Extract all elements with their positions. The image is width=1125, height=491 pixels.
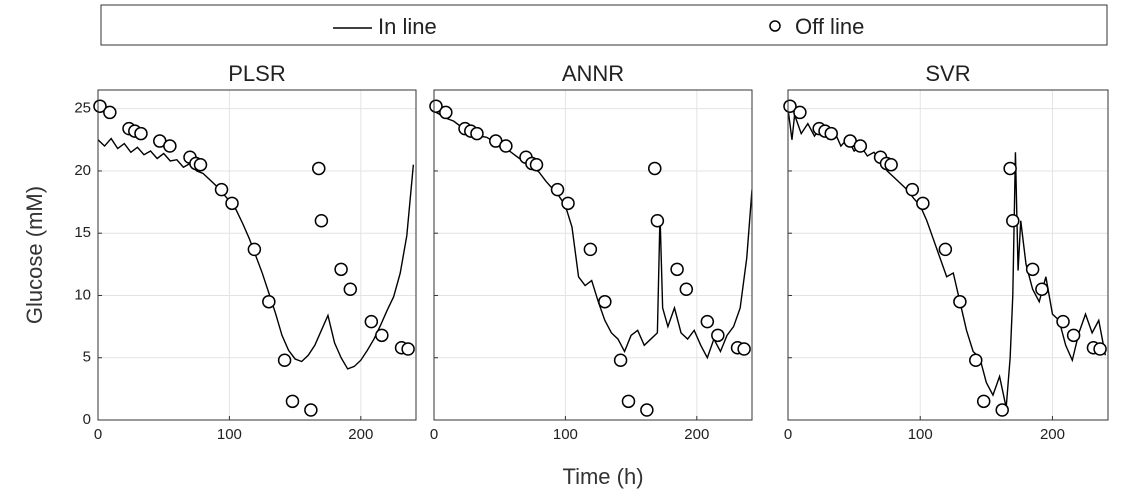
offline-point xyxy=(277,353,292,367)
plot-frame xyxy=(787,89,1109,421)
offline-point xyxy=(1025,262,1040,277)
x-tick-label: 0 xyxy=(784,426,792,443)
y-tick-label: 5 xyxy=(83,349,91,366)
offline-point xyxy=(650,214,665,228)
offline-point xyxy=(783,99,797,113)
x-axis-label: Time (h) xyxy=(562,464,643,489)
offline-point xyxy=(93,99,107,113)
offline-point xyxy=(364,314,379,329)
offline-point xyxy=(613,353,628,367)
offline-point xyxy=(711,328,725,343)
offline-point xyxy=(916,196,930,211)
offline-point xyxy=(214,182,229,197)
y-tick-label: 20 xyxy=(74,162,91,179)
x-tick-label: 200 xyxy=(684,426,709,443)
offline-point xyxy=(853,139,868,153)
offline-point xyxy=(470,126,484,141)
offline-point xyxy=(401,342,415,356)
legend-label: Off line xyxy=(795,14,864,39)
offline-point xyxy=(1056,314,1070,329)
offline-point xyxy=(1093,342,1107,356)
offline-point xyxy=(163,139,177,153)
offline-point xyxy=(334,262,348,277)
offline-point xyxy=(225,196,239,211)
plot-frame xyxy=(433,89,753,421)
subplot-title: PLSR xyxy=(228,61,285,86)
legend-box xyxy=(100,4,1108,46)
offline-point xyxy=(884,157,898,172)
offline-point xyxy=(285,394,300,409)
offline-point xyxy=(1035,282,1049,296)
offline-point xyxy=(103,105,117,120)
y-tick-label: 10 xyxy=(74,286,91,303)
y-axis-label: Glucose (mM) xyxy=(22,186,47,324)
subplot-title: ANNR xyxy=(562,61,624,86)
offline-point xyxy=(193,157,208,172)
offline-point xyxy=(670,262,684,277)
offline-point xyxy=(953,294,967,309)
plot-frame xyxy=(97,89,417,421)
x-tick-label: 0 xyxy=(430,426,438,443)
y-tick-label: 25 xyxy=(74,100,91,117)
offline-point xyxy=(640,403,654,417)
offline-point xyxy=(262,294,276,309)
offline-point xyxy=(969,353,983,367)
x-tick-label: 200 xyxy=(1040,426,1065,443)
offline-point xyxy=(598,294,612,309)
offline-point xyxy=(648,161,662,176)
offline-point xyxy=(314,214,329,228)
y-tick-label: 15 xyxy=(74,224,91,241)
offline-point xyxy=(375,328,389,343)
x-tick-label: 0 xyxy=(94,426,102,443)
offline-point xyxy=(134,126,148,141)
offline-point xyxy=(679,282,694,296)
x-tick-label: 100 xyxy=(553,426,578,443)
offline-point xyxy=(529,157,544,172)
offline-point xyxy=(583,242,598,257)
offline-point xyxy=(1006,214,1020,228)
offline-point xyxy=(905,182,920,197)
x-tick-label: 100 xyxy=(217,426,242,443)
offline-point xyxy=(304,403,318,417)
offline-point xyxy=(343,282,358,296)
x-tick-label: 100 xyxy=(908,426,933,443)
offline-point xyxy=(793,105,807,120)
offline-point xyxy=(247,242,262,257)
offline-point xyxy=(499,139,513,153)
offline-point xyxy=(429,99,443,113)
legend-label: In line xyxy=(378,14,437,39)
offline-point xyxy=(976,394,991,409)
x-tick-label: 200 xyxy=(348,426,373,443)
subplot-title: SVR xyxy=(925,61,970,86)
offline-point xyxy=(439,105,453,120)
offline-point xyxy=(1003,161,1017,176)
offline-point xyxy=(312,161,326,176)
offline-point xyxy=(561,196,575,211)
offline-point xyxy=(824,126,838,141)
offline-point xyxy=(995,403,1009,417)
offline-point xyxy=(1066,328,1081,343)
offline-point xyxy=(700,314,715,329)
legend-marker xyxy=(769,20,781,32)
offline-point xyxy=(938,242,953,257)
offline-point xyxy=(550,182,565,197)
y-tick-label: 0 xyxy=(83,411,91,428)
offline-point xyxy=(621,394,636,409)
offline-point xyxy=(737,342,751,356)
